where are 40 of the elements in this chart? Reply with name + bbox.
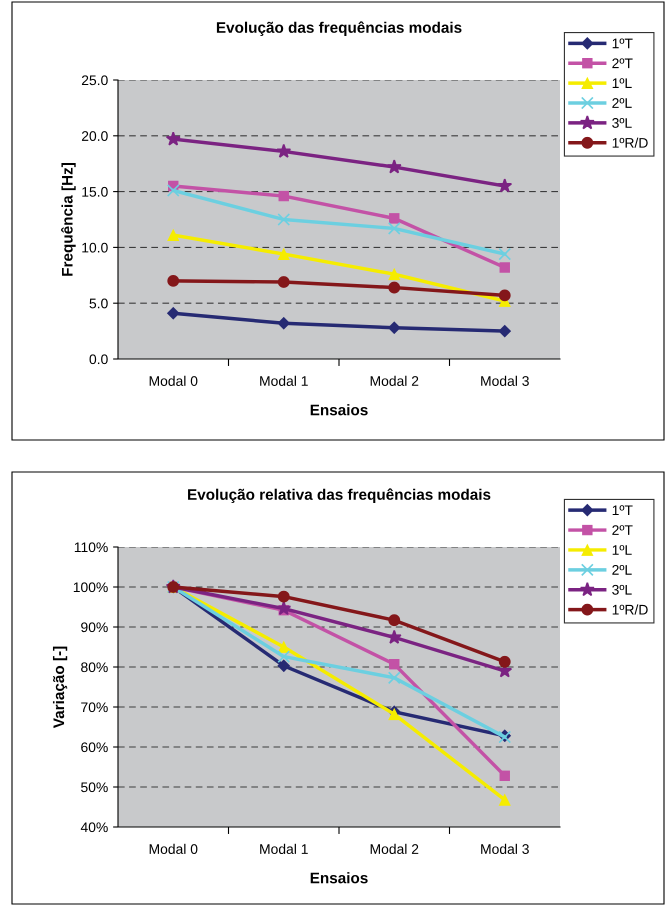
y-axis-title: Variação [-] xyxy=(52,646,68,728)
legend-label: 3ºL xyxy=(612,118,632,128)
y-tick-label: 20.0 xyxy=(82,131,108,141)
y-tick-label: 60% xyxy=(81,742,108,752)
legend-label: 1ºL xyxy=(612,78,632,88)
y-tick-label: 5.0 xyxy=(90,298,108,308)
x-tick-label: Modal 0 xyxy=(150,844,198,854)
x-tick-label: Modal 1 xyxy=(260,376,308,386)
y-tick-label: 100% xyxy=(74,582,108,592)
legend-label: 1ºL xyxy=(612,545,632,555)
x-tick-label: Modal 3 xyxy=(481,844,529,854)
x-tick-label: Modal 0 xyxy=(150,376,198,386)
y-tick-label: 25.0 xyxy=(82,75,108,86)
y-tick-label: 90% xyxy=(81,622,108,632)
chart-title: Evolução relativa das frequências modais xyxy=(188,488,490,503)
y-tick-label: 50% xyxy=(81,782,108,792)
x-axis-title: Ensaios xyxy=(310,872,368,884)
x-tick-label: Modal 2 xyxy=(370,376,418,386)
legend-label: 3ºL xyxy=(612,584,632,595)
x-tick-label: Modal 2 xyxy=(370,844,418,854)
x-tick-label: Modal 3 xyxy=(481,376,529,386)
y-tick-label: 40% xyxy=(80,822,108,832)
legend-label: 2ºT xyxy=(612,58,633,68)
legend-label: 1ºR/D xyxy=(612,138,648,148)
y-tick-label: 80% xyxy=(81,662,108,672)
legend-label: 1ºT xyxy=(612,505,633,516)
legend-label: 1ºR/D xyxy=(612,604,648,615)
legend-label: 1ºT xyxy=(612,38,633,48)
legend-label: 2ºL xyxy=(612,98,632,108)
y-tick-label: 0.0 xyxy=(90,354,108,364)
y-tick-label: 110% xyxy=(74,542,108,552)
y-tick-label: 10.0 xyxy=(82,242,108,253)
x-tick-label: Modal 1 xyxy=(260,844,308,854)
legend-label: 2ºT xyxy=(612,525,633,535)
chart-title: Evolução das frequências modais xyxy=(216,21,462,36)
y-tick-label: 15.0 xyxy=(82,186,108,197)
legend-label: 2ºL xyxy=(612,564,632,575)
y-tick-label: 70% xyxy=(81,702,108,712)
y-axis-title: Frequência [Hz] xyxy=(61,163,76,276)
x-axis-title: Ensaios xyxy=(310,404,368,416)
